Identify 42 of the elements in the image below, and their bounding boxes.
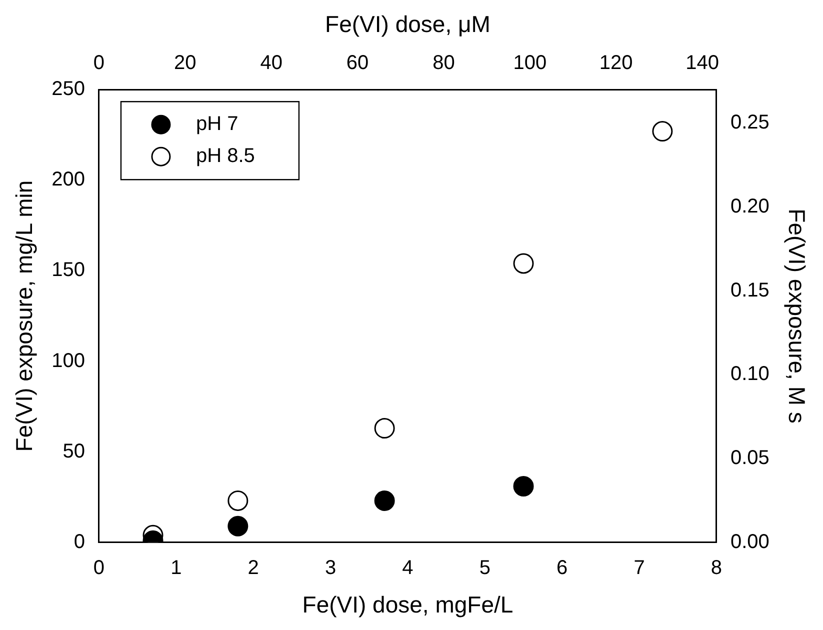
x2-axis-title: Fe(VI) dose, μM <box>325 11 490 38</box>
x-tick-label: 0 <box>93 556 105 579</box>
point <box>374 490 395 511</box>
y-tick-label: 150 <box>52 259 85 282</box>
point <box>513 253 534 274</box>
x2-tick-label: 60 <box>346 52 369 74</box>
y-tick-label: 250 <box>52 78 85 100</box>
point <box>374 418 395 439</box>
x-tick-label: 7 <box>634 556 645 579</box>
legend-label: pH 8.5 <box>196 145 255 168</box>
y2-tick-label: 0.10 <box>730 363 770 386</box>
legend-label: pH 7 <box>196 113 238 136</box>
y-tick-label: 100 <box>52 350 85 372</box>
x-tick-label: 2 <box>248 556 259 579</box>
x-tick-label: 4 <box>402 556 414 579</box>
y-tick-label: 50 <box>62 440 85 462</box>
y2-tick-label: 0.05 <box>730 447 770 470</box>
x-axis-title: Fe(VI) dose, mgFe/L <box>302 592 514 618</box>
x2-tick-label: 40 <box>260 52 282 74</box>
x2-tick-label: 140 <box>686 52 719 74</box>
x2-tick-label: 80 <box>432 52 455 74</box>
x2-tick-label: 120 <box>599 52 633 74</box>
x-tick-label: 6 <box>556 556 568 579</box>
x-tick-label: 1 <box>170 556 182 579</box>
y-tick-label: 200 <box>52 168 85 191</box>
point <box>513 476 534 497</box>
point <box>228 490 248 511</box>
x-tick-label: 5 <box>479 556 490 579</box>
point <box>228 516 248 536</box>
point <box>652 121 673 142</box>
y2-tick-label: 0.00 <box>730 530 770 553</box>
x2-tick-label: 20 <box>174 52 196 74</box>
y2-tick-label: 0.25 <box>730 112 770 134</box>
x-tick-label: 3 <box>324 556 336 579</box>
x2-tick-label: 0 <box>93 52 105 74</box>
x-tick-label: 8 <box>710 556 722 579</box>
x2-tick-label: 100 <box>513 52 547 74</box>
y2-axis-title: Fe(VI) exposure, M s <box>784 208 810 424</box>
y-axis-title: Fe(VI) exposure, mg/L min <box>11 180 38 452</box>
y2-tick-label: 0.20 <box>730 196 770 218</box>
y-tick-label: 0 <box>74 530 85 553</box>
y2-tick-label: 0.15 <box>730 279 770 302</box>
